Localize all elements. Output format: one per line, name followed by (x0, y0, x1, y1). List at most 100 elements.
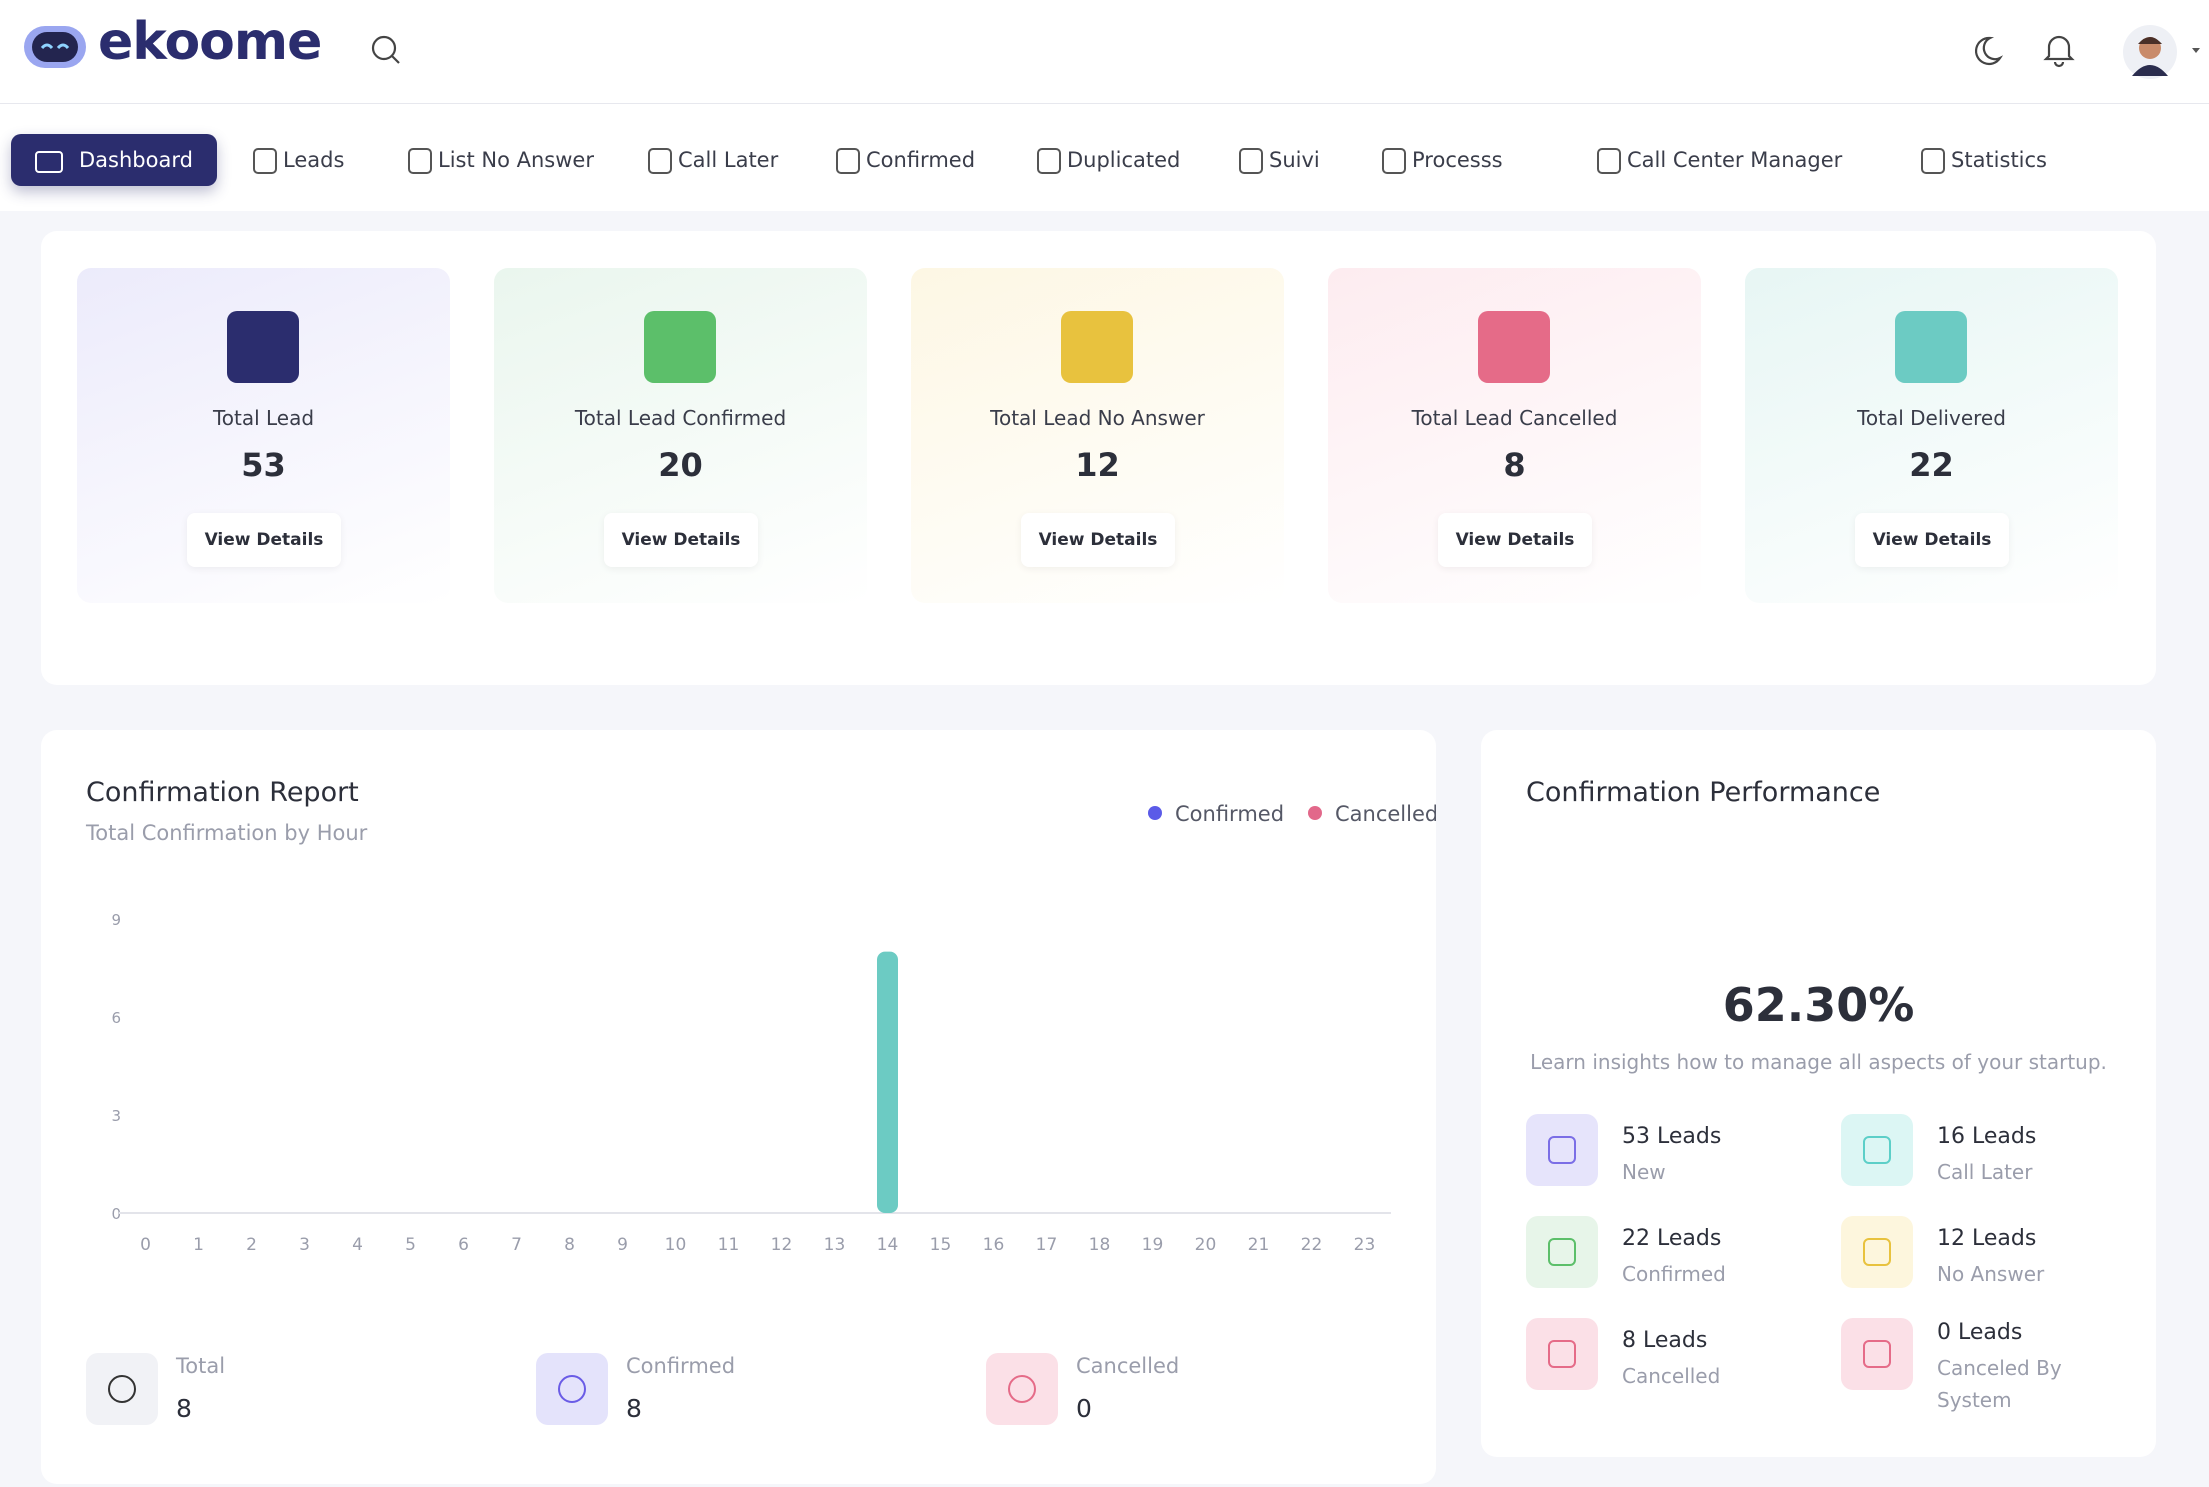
summary-value: 8 (626, 1394, 642, 1423)
performance-value: 16 Leads (1937, 1124, 2036, 1149)
nav-item[interactable]: Statistics (1951, 134, 2047, 186)
x-tick-label: 11 (718, 1235, 740, 1255)
x-tick-label: 15 (930, 1235, 952, 1255)
stat-card: Total Lead Cancelled8View Details (1328, 268, 1701, 603)
performance-label: Call Later (1937, 1156, 2087, 1188)
search-icon[interactable] (370, 34, 402, 68)
view-details-button[interactable]: View Details (1021, 513, 1175, 567)
nav-bar: DashboardLeadsList No AnswerCall LaterCo… (0, 104, 2209, 211)
card-icon (227, 311, 299, 383)
stat-card: Total Lead53View Details (77, 268, 450, 603)
theme-toggle[interactable] (1970, 34, 2004, 68)
card-value: 12 (911, 446, 1284, 484)
summary-icon (86, 1353, 158, 1425)
stats-panel: Total Lead53View DetailsTotal Lead Confi… (41, 231, 2156, 685)
nav-icon (836, 148, 860, 174)
nav-icon (1382, 148, 1406, 174)
performance-icon (1841, 1216, 1913, 1288)
nav-item[interactable]: Confirmed (866, 134, 975, 186)
x-tick-label: 8 (564, 1235, 575, 1255)
nav-item[interactable]: List No Answer (438, 134, 594, 186)
legend-label: Confirmed (1175, 802, 1284, 826)
card-value: 22 (1745, 446, 2118, 484)
performance-glyph (1863, 1340, 1891, 1368)
nav-item[interactable]: Duplicated (1067, 134, 1180, 186)
nav-icon (408, 148, 432, 174)
legend-marker (1308, 806, 1322, 820)
nav-item[interactable]: Call Center Manager (1627, 134, 1842, 186)
y-tick-label: 9 (111, 911, 121, 929)
performance-icon (1841, 1318, 1913, 1390)
nav-icon (1239, 148, 1263, 174)
view-details-button[interactable]: View Details (604, 513, 758, 567)
card-label: Total Lead No Answer (911, 406, 1284, 430)
nav-item[interactable]: Call Later (678, 134, 778, 186)
performance-description: Learn insights how to manage all aspects… (1481, 1050, 2156, 1074)
summary-label: Cancelled (1076, 1354, 1179, 1378)
stat-card: Total Delivered 22 View Details (1745, 268, 2118, 603)
card-value: 20 (494, 446, 867, 484)
performance-title: Confirmation Performance (1526, 777, 1880, 808)
performance-glyph (1548, 1340, 1576, 1368)
card-value: 53 (77, 446, 450, 484)
performance-value: 12 Leads (1937, 1226, 2036, 1251)
summary-glyph (108, 1375, 136, 1403)
card-icon (1478, 311, 1550, 383)
logo-icon (20, 18, 90, 74)
performance-glyph (1863, 1238, 1891, 1266)
x-tick-label: 22 (1301, 1235, 1323, 1255)
nav-item[interactable]: Suivi (1269, 134, 1320, 186)
view-details-button[interactable]: View Details (1855, 513, 2009, 567)
bar (877, 952, 898, 1213)
card-icon (1895, 311, 1967, 383)
stat-card: Total Lead Confirmed20View Details (494, 268, 867, 603)
performance-label: New (1622, 1156, 1772, 1188)
x-tick-label: 5 (405, 1235, 416, 1255)
view-details-button[interactable]: View Details (187, 513, 341, 567)
performance-value: 22 Leads (1622, 1226, 1721, 1251)
card-icon (1061, 311, 1133, 383)
performance-percent: 62.30% (1481, 978, 2156, 1032)
stat-card: Total Lead No Answer 12 View Details (911, 268, 1284, 603)
summary-label: Total (176, 1354, 225, 1378)
x-tick-label: 18 (1089, 1235, 1111, 1255)
view-details-button[interactable]: View Details (1438, 513, 1592, 567)
x-tick-label: 16 (983, 1235, 1005, 1255)
nav-icon (648, 148, 672, 174)
x-tick-label: 6 (458, 1235, 469, 1255)
summary-icon (536, 1353, 608, 1425)
y-tick-label: 3 (111, 1107, 121, 1125)
x-tick-label: 17 (1036, 1235, 1058, 1255)
legend-marker (1148, 806, 1162, 820)
nav-item[interactable]: Processs (1412, 134, 1503, 186)
x-tick-label: 7 (511, 1235, 522, 1255)
x-tick-label: 2 (246, 1235, 257, 1255)
performance-value: 53 Leads (1622, 1124, 1721, 1149)
card-label: Total Delivered (1745, 406, 2118, 430)
summary-icon (986, 1353, 1058, 1425)
performance-glyph (1548, 1136, 1576, 1164)
x-tick-label: 14 (877, 1235, 899, 1255)
performance-label: Cancelled (1622, 1360, 1772, 1392)
nav-icon (253, 148, 277, 174)
notification-icon[interactable] (2042, 32, 2076, 68)
logo-text: ekoome (98, 12, 321, 72)
y-tick-label: 6 (111, 1009, 121, 1027)
card-icon (644, 311, 716, 383)
nav-icon (1597, 148, 1621, 174)
card-value: 8 (1328, 446, 1701, 484)
performance-glyph (1548, 1238, 1576, 1266)
nav-icon (1921, 148, 1945, 174)
x-tick-label: 19 (1142, 1235, 1164, 1255)
performance-label: Canceled By System (1937, 1352, 2087, 1416)
legend-label: Cancelled (1335, 802, 1436, 826)
performance-label: No Answer (1937, 1258, 2087, 1290)
performance-panel: Confirmation Performance 62.30% Learn in… (1481, 730, 2156, 1457)
performance-label: Confirmed (1622, 1258, 1772, 1290)
user-avatar[interactable] (2122, 24, 2202, 80)
performance-value: 8 Leads (1622, 1328, 1707, 1353)
nav-icon (1037, 148, 1061, 174)
nav-item[interactable]: Leads (283, 134, 344, 186)
x-tick-label: 9 (617, 1235, 628, 1255)
